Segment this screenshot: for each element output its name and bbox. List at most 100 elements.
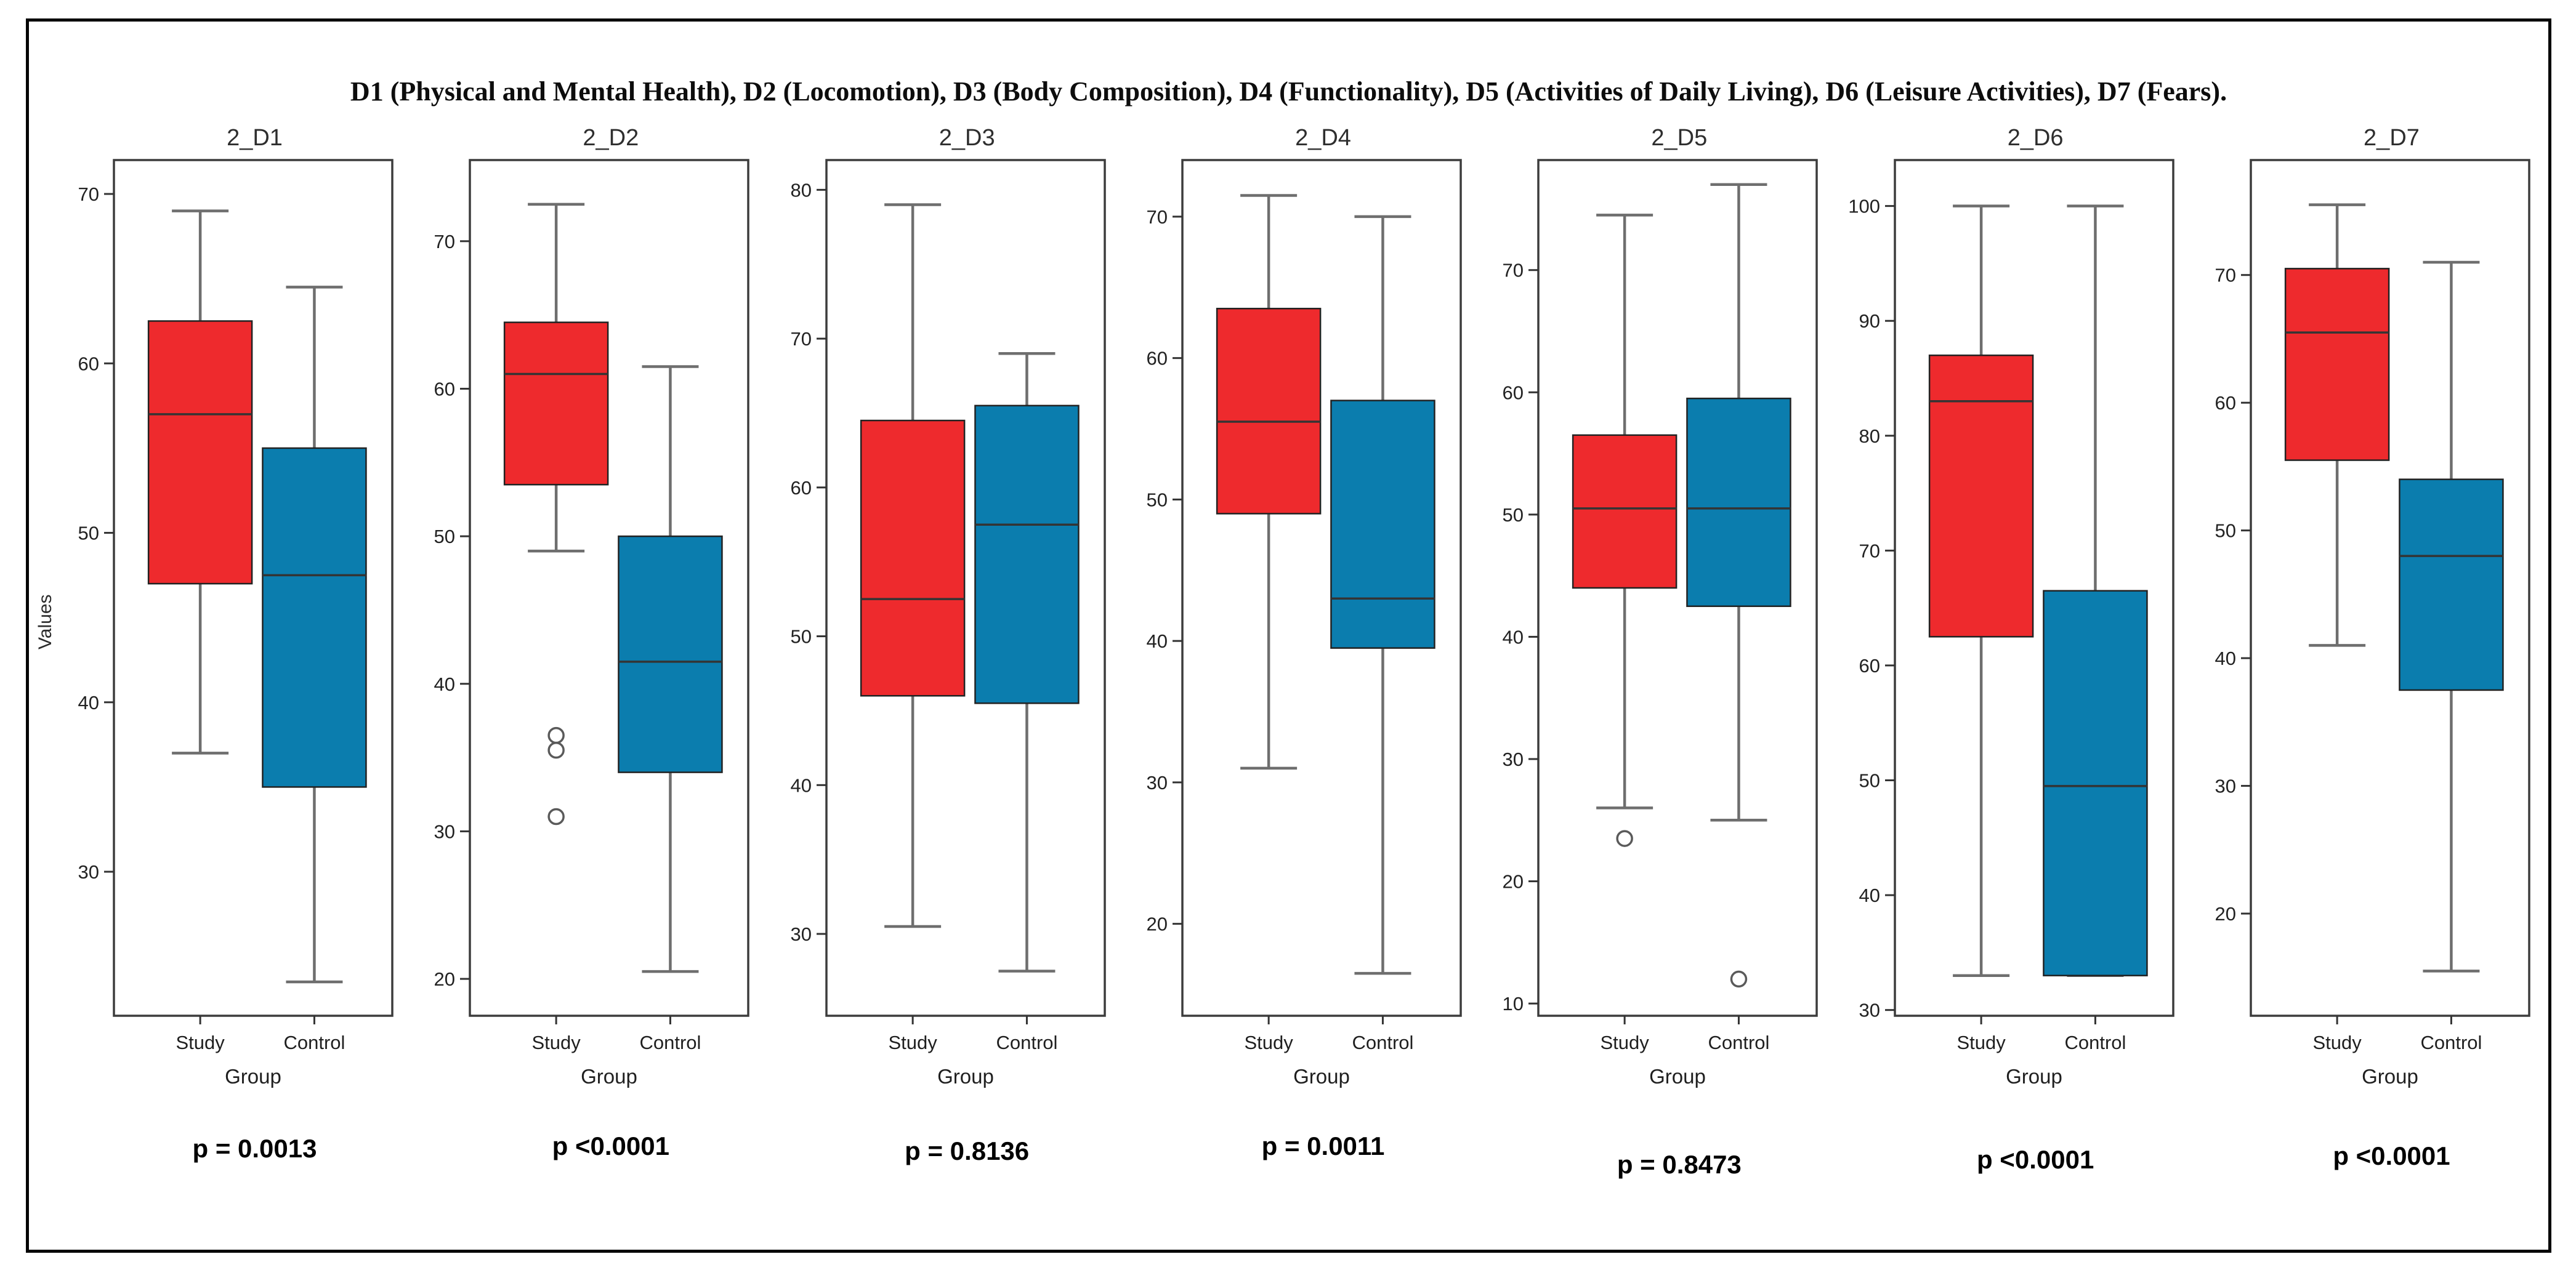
boxplot-panel: 2_D2 20 30 40 50 60 70 Study Control Group p <0.00… [403, 125, 751, 1161]
boxplot-panel: 2_D1 30 40 50 60 70 Study Control Group p = 0.001… [47, 125, 395, 1163]
y-tick-label: 60 [78, 353, 99, 374]
boxplot-panel: 2_D3 30 40 50 60 70 80 Study Control Group p = 0.8… [760, 125, 1108, 1165]
y-tick-label: 50 [1859, 770, 1880, 792]
p-value-label: p = 0.0013 [192, 1134, 317, 1163]
y-tick-label: 60 [1147, 348, 1168, 369]
y-tick-label: 40 [1147, 630, 1168, 652]
y-tick-label: 30 [790, 923, 811, 945]
panel-title: 2_D4 [1295, 125, 1351, 151]
p-value-label: p = 0.8473 [1617, 1150, 1742, 1179]
outlier-point [1616, 830, 1634, 847]
study-box [1928, 354, 2034, 638]
y-tick-label: 90 [1859, 310, 1880, 332]
y-tick-label: 10 [1503, 993, 1524, 1015]
panel-title: 2_D2 [583, 125, 639, 151]
y-tick-label: 50 [78, 523, 99, 544]
y-tick-label: 30 [1859, 1000, 1880, 1021]
y-tick-label: 20 [434, 968, 455, 990]
boxplot-panel: 2_D7 20 30 40 50 60 70 Study Control Group p <0.00… [2184, 125, 2532, 1170]
y-tick-label: 20 [1147, 914, 1168, 935]
y-tick-label: 50 [790, 626, 811, 648]
y-tick-label: 40 [1503, 626, 1524, 648]
y-tick-label: 70 [2215, 265, 2235, 286]
y-tick-label: 60 [434, 378, 455, 400]
panel-title: 2_D5 [1651, 125, 1708, 151]
group-tick-label: Control [640, 1032, 701, 1053]
x-axis-label: Group [581, 1065, 637, 1088]
y-tick-label: 40 [78, 692, 99, 713]
group-tick-label: Study [1601, 1032, 1650, 1053]
y-tick-label: 50 [2215, 520, 2235, 542]
control-box [262, 447, 367, 788]
study-box [1216, 307, 1322, 515]
boxplot-panel: 2_D4 20 30 40 50 60 70 Study Control Group p = 0.0… [1116, 125, 1464, 1161]
y-tick-label: 30 [1503, 749, 1524, 770]
figure-title: D1 (Physical and Mental Health), D2 (Loc… [350, 76, 2227, 107]
y-tick-label: 50 [434, 526, 455, 547]
figure-frame: D1 (Physical and Mental Health), D2 (Loc… [26, 18, 2551, 1253]
control-box [2399, 478, 2504, 691]
group-tick-label: Study [532, 1032, 581, 1053]
x-axis-label: Group [2006, 1065, 2062, 1088]
study-box [2284, 268, 2390, 461]
y-tick-label: 30 [78, 861, 99, 883]
y-tick-label: 40 [1859, 885, 1880, 906]
x-axis-label: Group [937, 1065, 994, 1088]
y-tick-label: 40 [434, 673, 455, 695]
group-tick-label: Study [176, 1032, 225, 1053]
control-box [1330, 400, 1435, 649]
boxplot-panel: 2_D6 30 40 50 60 70 80 90 100 Study Control Group p … [1828, 125, 2176, 1174]
group-tick-label: Control [1352, 1032, 1413, 1053]
y-tick-label: 70 [78, 183, 99, 205]
x-axis-label: Group [225, 1065, 281, 1088]
group-tick-label: Study [1956, 1032, 2006, 1053]
y-tick-label: 50 [1503, 504, 1524, 526]
y-tick-label: 30 [1147, 772, 1168, 794]
y-tick-label: 20 [1503, 871, 1524, 893]
p-value-label: p <0.0001 [2333, 1141, 2450, 1170]
control-box [1686, 397, 1792, 608]
y-tick-label: 30 [2215, 776, 2235, 797]
y-tick-label: 80 [790, 179, 811, 201]
group-tick-label: Control [283, 1032, 345, 1053]
study-box [860, 419, 966, 697]
control-box [974, 404, 1080, 704]
panel-title: 2_D6 [2007, 125, 2064, 151]
panel-title: 2_D7 [2364, 125, 2420, 151]
y-tick-label: 60 [1859, 655, 1880, 677]
group-tick-label: Control [2064, 1032, 2126, 1053]
outlier-point [547, 741, 565, 759]
p-value-label: p = 0.0011 [1261, 1131, 1385, 1160]
p-value-label: p <0.0001 [552, 1131, 669, 1160]
p-value-label: p = 0.8136 [905, 1136, 1030, 1165]
y-tick-label: 40 [2215, 648, 2235, 669]
group-tick-label: Study [888, 1032, 937, 1053]
outlier-point [547, 808, 565, 826]
y-tick-label: 30 [434, 821, 455, 842]
control-box [2042, 590, 2148, 976]
y-tick-label: 100 [1848, 196, 1880, 217]
group-tick-label: Study [2312, 1032, 2362, 1053]
study-box [147, 320, 253, 585]
control-box [618, 535, 724, 773]
x-axis-label: Group [1293, 1065, 1350, 1088]
y-tick-label: 60 [2215, 392, 2235, 414]
y-tick-label: 70 [1147, 206, 1168, 228]
panel-title: 2_D3 [939, 125, 995, 151]
panel-title: 2_D1 [227, 125, 283, 151]
boxplot-panel: 2_D5 10 20 30 40 50 60 70 Study Control Group p = 0… [1472, 125, 1820, 1179]
study-box [1572, 434, 1678, 589]
y-tick-label: 60 [790, 477, 811, 499]
group-tick-label: Control [996, 1032, 1057, 1053]
y-tick-label: 70 [434, 231, 455, 252]
group-tick-label: Study [1244, 1032, 1293, 1053]
x-axis-label: Group [1649, 1065, 1706, 1088]
panels-row: 2_D1 30 40 50 60 70 Study Control Group p = 0.001… [47, 125, 2532, 1179]
y-tick-label: 70 [1859, 540, 1880, 561]
